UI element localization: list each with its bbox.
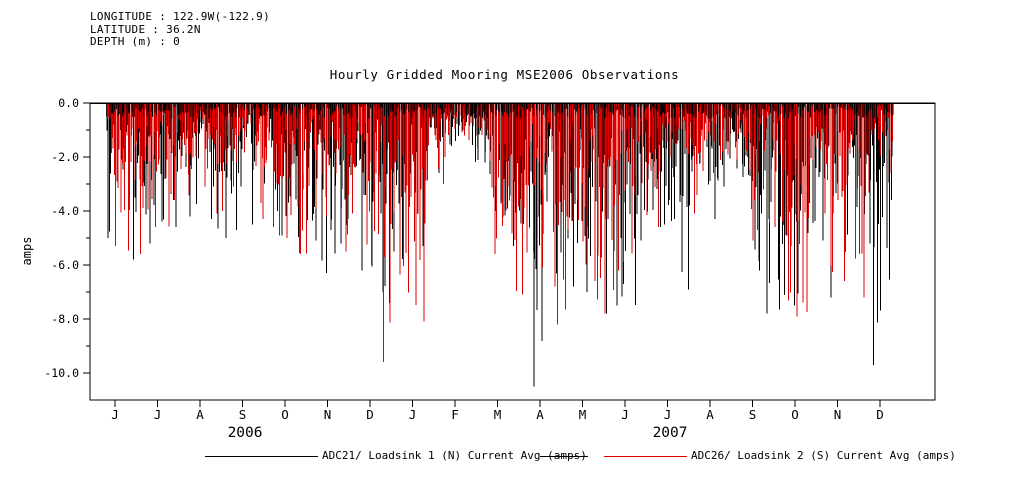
x-month-label: J: [664, 407, 672, 422]
x-month-label: S: [239, 407, 247, 422]
x-month-label: M: [494, 407, 502, 422]
y-tick-label: -2.0: [51, 150, 79, 164]
x-month-label: F: [451, 407, 459, 422]
series-spikes-1: [106, 103, 893, 363]
x-year-label: 2007: [653, 425, 688, 441]
x-month-label: S: [749, 407, 757, 422]
x-month-label: N: [324, 407, 332, 422]
x-month-label: O: [281, 407, 289, 422]
x-month-label: A: [706, 407, 714, 422]
y-tick-label: -6.0: [51, 258, 79, 272]
legend-label-series2: ADC26/ Loadsink 2 (S) Current Avg (amps): [691, 449, 956, 462]
y-tick-label: 0.0: [58, 96, 79, 110]
x-month-label: O: [791, 407, 799, 422]
x-month-label: D: [876, 407, 884, 422]
x-month-label: J: [621, 407, 629, 422]
x-year-label: 2006: [228, 425, 263, 441]
x-month-label: A: [536, 407, 544, 422]
x-month-label: M: [579, 407, 587, 422]
depth-label: DEPTH (m) : 0: [90, 35, 180, 48]
legend-line-series2: [604, 456, 687, 457]
plot-title: Hourly Gridded Mooring MSE2006 Observati…: [329, 67, 680, 82]
legend: ADC21/ Loadsink 1 (N) Current Avg (amps)…: [0, 446, 1009, 468]
legend-line-series1-overstrike: [540, 456, 588, 457]
zero-line-noise: [106, 103, 894, 119]
x-month-label: A: [196, 407, 204, 422]
legend-label-series1: ADC21/ Loadsink 1 (N) Current Avg (amps): [322, 449, 587, 462]
latitude-label: LATITUDE : 36.2N: [90, 22, 201, 36]
y-tick-label: -10.0: [44, 366, 79, 380]
x-month-label: J: [111, 407, 119, 422]
y-tick-label: -8.0: [51, 312, 79, 326]
longitude-label: LONGITUDE : 122.9W(-122.9): [90, 10, 270, 23]
legend-line-series1: [205, 456, 318, 457]
x-month-label: J: [409, 407, 417, 422]
x-month-label: J: [154, 407, 162, 422]
x-month-label: D: [366, 407, 374, 422]
y-tick-label: -4.0: [51, 204, 79, 218]
header-info-block: LONGITUDE : 122.9W(-122.9) LATITUDE : 36…: [90, 10, 270, 49]
x-month-label: N: [834, 407, 842, 422]
y-axis-label: amps: [20, 236, 34, 266]
